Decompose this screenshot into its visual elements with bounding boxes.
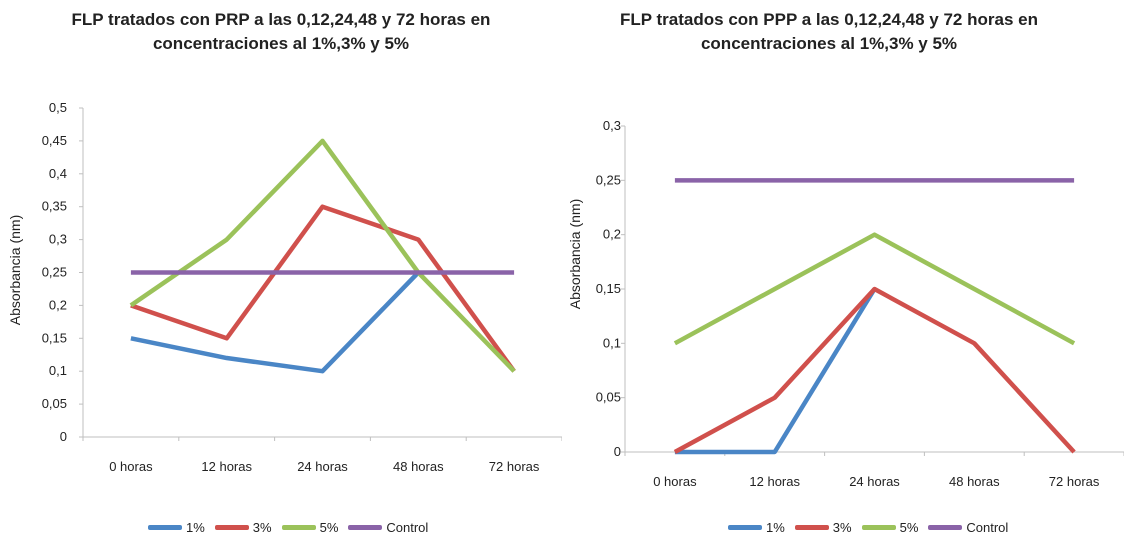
chart-ppp-plot: 0 0,05 0,1 0,15 0,2 0,25 0,3 0 horas 12 horas 24 … xyxy=(567,118,1124,489)
y-tick-label: 0,2 xyxy=(49,297,67,312)
x-tick-label: 0 horas xyxy=(653,474,697,489)
legend-swatch xyxy=(348,525,383,530)
chart-legend: 1% 3% 5% Control xyxy=(148,520,438,535)
series-line-1pct xyxy=(674,287,877,455)
legend-swatch xyxy=(728,525,762,530)
chart-prp-plot: 0 0,05 0,1 0,15 0,2 0,25 0,3 0,35 0,4 0,45 0,5 0 ho… xyxy=(7,100,562,474)
legend-label: 1% xyxy=(766,520,785,535)
legend-item: 3% xyxy=(214,520,272,535)
legend-item: Control xyxy=(928,520,1008,535)
y-tick-label: 0,15 xyxy=(596,281,621,296)
x-tick-label: 24 horas xyxy=(849,474,900,489)
y-tick-label: 0,2 xyxy=(603,227,621,242)
legend-swatch xyxy=(861,525,896,530)
series-line-5pct xyxy=(129,138,516,373)
y-tick-label: 0,05 xyxy=(596,390,621,405)
series-line-1pct xyxy=(130,270,420,374)
y-tick-label: 0,35 xyxy=(42,199,67,214)
series-line-3pct xyxy=(673,286,1076,454)
legend-swatch xyxy=(928,525,963,530)
y-tick-label: 0,3 xyxy=(603,118,621,133)
y-axis-title: Absorbancia (nm) xyxy=(7,215,23,326)
legend-label: 5% xyxy=(319,520,339,535)
chart-prp: FLP tratados con PRP a las 0,12,24,48 y … xyxy=(7,10,562,535)
x-tick-label: 72 horas xyxy=(489,459,540,474)
y-tick-label: 0,1 xyxy=(49,363,67,378)
y-tick-label: 0,5 xyxy=(49,100,67,115)
x-tick-label: 48 horas xyxy=(393,459,444,474)
legend-item: 5% xyxy=(281,520,339,535)
y-tick-label: 0,25 xyxy=(596,172,621,187)
legend-label: 3% xyxy=(252,520,272,535)
chart-ppp: FLP tratados con PPP a las 0,12,24,48 y … xyxy=(562,0,1124,544)
y-tick-label: 0,45 xyxy=(42,133,67,148)
x-tick-label: 0 horas xyxy=(109,459,153,474)
series-line-3pct xyxy=(130,204,516,373)
y-axis-title: Absorbancia (nm) xyxy=(567,199,583,310)
y-tick-label: 0,4 xyxy=(49,166,67,181)
legend-label: 3% xyxy=(832,520,852,535)
legend-item: 5% xyxy=(861,520,919,535)
legend-swatch xyxy=(214,525,249,530)
legend-label: 1% xyxy=(186,520,205,535)
legend-label: Control xyxy=(966,520,1009,535)
chart-title: FLP tratados con PPP a las 0,12,24,48 y … xyxy=(620,10,1038,53)
legend-label: Control xyxy=(386,520,429,535)
x-tick-label: 48 horas xyxy=(949,474,1000,489)
x-tick-label: 24 horas xyxy=(297,459,348,474)
y-tick-label: 0 xyxy=(614,444,621,459)
legend-item: 1% xyxy=(148,520,205,535)
y-tick-label: 0,15 xyxy=(42,330,67,345)
legend-swatch xyxy=(148,525,182,530)
y-tick-label: 0 xyxy=(60,429,67,444)
chart-legend: 1% 3% 5% Control xyxy=(728,520,1018,535)
x-tick-label: 12 horas xyxy=(749,474,800,489)
legend-swatch xyxy=(794,525,829,530)
x-tick-label: 12 horas xyxy=(201,459,252,474)
y-tick-label: 0,3 xyxy=(49,232,67,247)
legend-swatch xyxy=(281,525,316,530)
legend-item: Control xyxy=(348,520,428,535)
y-tick-label: 0,05 xyxy=(42,396,67,411)
legend-item: 3% xyxy=(794,520,852,535)
y-tick-label: 0,1 xyxy=(603,335,621,350)
legend-label: 5% xyxy=(899,520,919,535)
legend-item: 1% xyxy=(728,520,785,535)
y-tick-label: 0,25 xyxy=(42,265,67,280)
x-tick-label: 72 horas xyxy=(1049,474,1100,489)
chart-title: FLP tratados con PRP a las 0,12,24,48 y … xyxy=(71,10,491,53)
